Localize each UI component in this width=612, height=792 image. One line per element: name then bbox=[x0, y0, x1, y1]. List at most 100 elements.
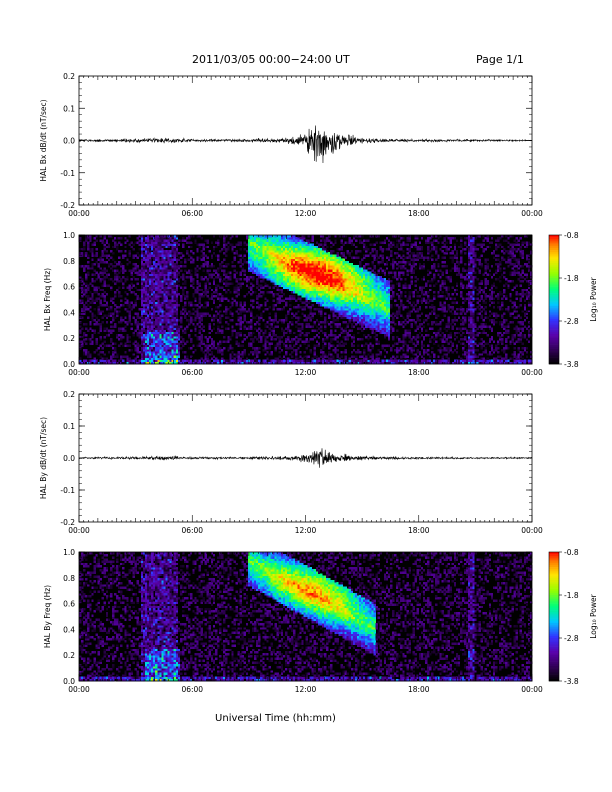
bx-spectrogram-cell bbox=[336, 310, 339, 313]
figure-title: 2011/03/05 00:00−24:00 UT bbox=[192, 53, 350, 66]
bx-spectrogram-cell bbox=[348, 262, 352, 266]
bx-spectrogram-cell bbox=[175, 295, 179, 298]
bx-spectrogram-cell bbox=[276, 235, 280, 238]
bx-spectrogram-cell bbox=[270, 245, 273, 249]
bx-spectrogram-cell bbox=[79, 265, 82, 268]
bx-spectrogram-cell bbox=[319, 359, 323, 363]
bx-spectrogram-cell bbox=[342, 297, 345, 300]
bx-spectrogram-cell bbox=[85, 284, 88, 287]
bx-spectrogram-cell bbox=[334, 278, 337, 281]
bx-spectrogram-cell bbox=[299, 338, 302, 341]
bx-spectrogram-cell bbox=[118, 290, 121, 294]
bx-spectrogram-cell bbox=[233, 258, 236, 262]
bx-spectrogram-cell bbox=[130, 359, 133, 363]
bx-spectrogram-cell bbox=[128, 318, 131, 322]
bx-spectrogram-cell bbox=[221, 295, 224, 298]
bx-spectrogram-cell bbox=[219, 314, 222, 317]
bx-spectrogram-cell bbox=[342, 295, 345, 298]
bx-spectrogram-cell bbox=[118, 241, 121, 244]
bx-spectrogram-cell bbox=[140, 293, 144, 296]
bx-spectrogram-cell bbox=[140, 359, 144, 363]
bx-spectrogram-cell bbox=[89, 305, 92, 309]
bx-spectrogram-cell bbox=[338, 265, 341, 268]
bx-spectrogram-cell bbox=[295, 340, 298, 343]
bx-spectrogram-cell bbox=[116, 314, 119, 317]
bx-spectrogram-cell bbox=[140, 286, 144, 290]
bx-spectrogram-cell bbox=[233, 252, 236, 255]
bx-spectrogram-cell bbox=[291, 323, 294, 326]
bx-spectrogram-cell bbox=[270, 318, 273, 322]
bx-spectrogram-cell bbox=[153, 254, 156, 257]
bx-spectrogram-cell bbox=[291, 239, 294, 242]
bx-spectrogram-cell bbox=[330, 333, 333, 337]
bx-spectrogram-cell bbox=[157, 295, 160, 298]
bx-spectrogram-cell bbox=[336, 299, 339, 302]
bx-spectrogram-cell bbox=[138, 239, 142, 242]
bx-spectrogram-cell bbox=[256, 314, 259, 317]
bx-spectrogram-cell bbox=[146, 297, 150, 300]
bx-spectrogram-cell bbox=[97, 318, 100, 322]
bx-spectrogram-cell bbox=[278, 336, 282, 339]
bx-spectrogram-cell bbox=[188, 310, 191, 313]
bx-spectrogram-cell bbox=[237, 260, 240, 264]
bx-spectrogram-cell bbox=[161, 288, 164, 292]
bx-spectrogram-cell bbox=[340, 359, 343, 363]
bx-spectrogram-cell bbox=[225, 265, 228, 268]
bx-spectrogram-cell bbox=[254, 254, 257, 257]
bx-spectrogram-cell bbox=[134, 301, 137, 305]
bx-spectrogram-cell bbox=[254, 316, 257, 320]
bx-spectrogram-cell bbox=[297, 295, 300, 298]
bx-spectrogram-cell bbox=[196, 243, 199, 247]
bx-spectrogram-cell bbox=[258, 243, 261, 247]
bx-spectrogram-cell bbox=[328, 260, 331, 264]
bx-spectrogram-cell bbox=[175, 286, 179, 290]
bx-spectrogram-cell bbox=[153, 258, 156, 262]
bx-spectrogram-cell bbox=[184, 258, 187, 262]
bx-spectrogram-cell bbox=[340, 265, 343, 268]
bx-spectrogram-cell bbox=[169, 340, 172, 343]
bx-spectrogram-cell bbox=[198, 331, 201, 335]
bx-spectrogram-cell bbox=[235, 301, 238, 305]
bx-spectrogram-cell bbox=[297, 269, 300, 272]
bx-spectrogram-cell bbox=[93, 286, 96, 290]
bx-spectrogram-panel: 1.00.80.60.40.20.000:00 06:00 12:00 18:00 00… bbox=[43, 231, 543, 377]
bx-spectrogram-cell bbox=[324, 305, 327, 309]
bx-spectrogram-cell bbox=[330, 282, 333, 285]
bx-spectrogram-cell bbox=[97, 265, 100, 268]
bx-spectrogram-cell bbox=[144, 346, 148, 350]
bx-spectrogram-cell bbox=[83, 265, 86, 268]
bx-spectrogram-cell bbox=[161, 342, 164, 345]
bx-spectrogram-cell bbox=[192, 308, 195, 311]
bx-spectrogram-cell bbox=[221, 286, 224, 290]
bx-spectrogram-cell bbox=[107, 273, 111, 277]
bx-spectrogram-cell bbox=[136, 355, 140, 358]
bx-spectrogram-cell bbox=[138, 247, 142, 251]
bx-spectrogram-cell bbox=[264, 245, 267, 249]
bx-spectrogram-cell bbox=[175, 265, 179, 268]
bx-spectrogram-cell bbox=[268, 305, 271, 309]
bx-spectrogram-cell bbox=[301, 280, 304, 283]
bx-spectrogram-cell bbox=[116, 273, 119, 277]
bx-spectrogram-cell bbox=[175, 282, 179, 285]
bx-spectrogram-cell bbox=[200, 323, 203, 326]
bx-spectrogram-cell bbox=[159, 310, 162, 313]
bx-spectrogram-cell bbox=[151, 329, 154, 333]
bx-spectrogram-cell bbox=[128, 269, 131, 272]
bx-spectrogram-cell bbox=[305, 275, 308, 279]
bx-spectrogram-cell bbox=[280, 329, 284, 333]
bx-spectrogram-cell bbox=[309, 280, 312, 283]
bx-spectrogram-cell bbox=[169, 344, 172, 348]
bx-spectrogram-cell bbox=[324, 303, 327, 307]
bx-spectrogram-cell bbox=[105, 284, 109, 287]
bx-spectrogram-cell bbox=[295, 239, 298, 242]
bx-spectrogram-cell bbox=[313, 260, 317, 264]
bx-spectrogram-cell bbox=[350, 273, 354, 277]
bx-spectrogram-cell bbox=[212, 344, 216, 348]
bx-spectrogram-cell bbox=[346, 267, 350, 270]
bx-spectrogram-cell bbox=[202, 329, 205, 333]
bx-spectrogram-cell bbox=[93, 359, 96, 363]
bx-spectrogram-cell bbox=[95, 321, 98, 324]
bx-spectrogram-cell bbox=[157, 258, 160, 262]
bx-spectrogram-cell bbox=[196, 336, 199, 339]
bx-spectrogram-cell bbox=[332, 273, 335, 277]
